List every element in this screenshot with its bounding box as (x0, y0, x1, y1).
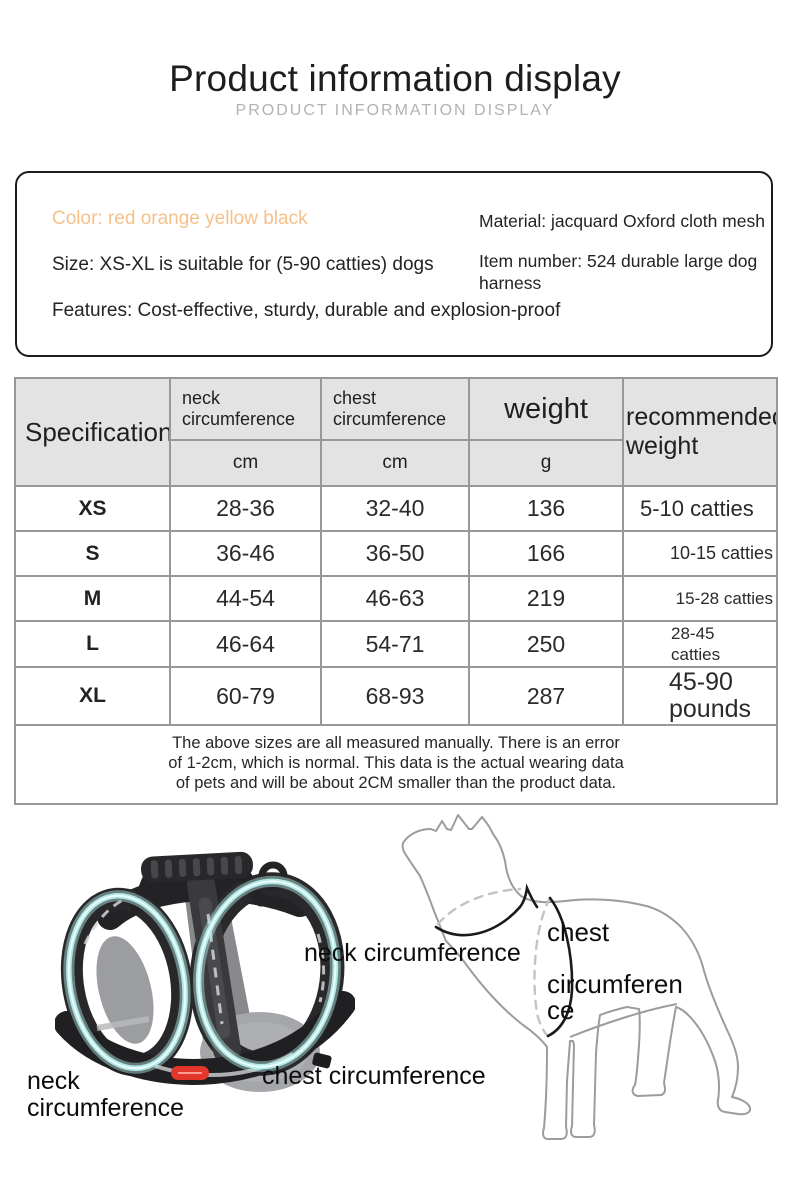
harness-product-image (55, 851, 355, 1092)
size-cell: S (14, 530, 171, 577)
col-header-recommended-weight: recommended weight (622, 377, 778, 487)
table-row-xs: XS 28-36 32-40 136 5-10 catties (14, 485, 778, 532)
weight-cell: 136 (468, 485, 624, 532)
dog-measurement-diagram (401, 814, 752, 1140)
recommended-cell: 15-28 catties (622, 575, 778, 622)
label-chest-circumference-dog-line3: ce (547, 995, 575, 1025)
recommended-cell: 10-15 catties (622, 530, 778, 577)
dog-outline (401, 814, 752, 1140)
recommended-cell: 5-10 catties (622, 485, 778, 532)
neck-cell: 36-46 (169, 530, 322, 577)
size-cell: M (14, 575, 171, 622)
page-title: Product information display (169, 57, 621, 99)
neck-opening-ring (63, 890, 191, 1074)
size-cell: XS (14, 485, 171, 532)
neck-cell: 46-64 (169, 620, 322, 668)
col-header-weight: weight (468, 377, 624, 441)
label-chest-circumference-dog-line1: chest (547, 917, 610, 947)
chest-cell: 32-40 (320, 485, 470, 532)
weight-cell: 219 (468, 575, 624, 622)
color-line: Color: red orange yellow black (52, 208, 308, 229)
chest-cell: 54-71 (320, 620, 470, 668)
chest-cell: 46-63 (320, 575, 470, 622)
label-neck-circumference-harness: neck circumference (304, 939, 521, 967)
size-line: Size: XS-XL is suitable for (5-90 cattie… (52, 254, 434, 275)
weight-cell: 166 (468, 530, 624, 577)
weight-cell: 250 (468, 620, 624, 668)
flank-line (569, 1003, 678, 1038)
weight-cell: 287 (468, 666, 624, 726)
table-row-l: L 46-64 54-71 250 28-45 catties (14, 620, 778, 668)
measurement-note: The above sizes are all measured manuall… (14, 724, 778, 805)
recommended-cell: 28-45 catties (622, 620, 778, 668)
label-chest-circumference-harness: chest circumference (262, 1062, 486, 1090)
col-header-specification: Specification (14, 377, 171, 487)
product-info-box: Color: red orange yellow black Material:… (15, 171, 773, 357)
item-number-line: Item number: 524 durable large dog harne… (479, 251, 758, 293)
unit-neck-cm: cm (169, 439, 322, 487)
leash-d-ring (258, 861, 288, 891)
chest-opening-ring (193, 875, 341, 1073)
label-neck-circumference-bottom-left: neck circumference (27, 1067, 184, 1122)
unit-weight-g: g (468, 439, 624, 487)
chest-measure-ring (533, 896, 574, 1038)
table-row-s: S 36-46 36-50 166 10-15 catties (14, 530, 778, 577)
unit-chest-cm: cm (320, 439, 470, 487)
harness-handle (141, 851, 253, 883)
neck-cell: 28-36 (169, 485, 322, 532)
logo-patch (171, 1066, 209, 1080)
table-row-xl: XL 60-79 68-93 287 45-90 pounds (14, 666, 778, 726)
table-row-m: M 44-54 46-63 219 15-28 catties (14, 575, 778, 622)
size-table: Specification neck circumference chest c… (14, 377, 778, 805)
neck-cell: 44-54 (169, 575, 322, 622)
page-subtitle: PRODUCT INFORMATION DISPLAY (235, 102, 555, 119)
size-cell: L (14, 620, 171, 668)
size-cell: XL (14, 666, 171, 726)
chest-cell: 68-93 (320, 666, 470, 726)
col-header-chest: chest circumference (320, 377, 470, 441)
features-line: Features: Cost-effective, sturdy, durabl… (52, 300, 561, 321)
neck-cell: 60-79 (169, 666, 322, 726)
col-header-neck: neck circumference (169, 377, 322, 441)
recommended-cell: 45-90 pounds (622, 666, 778, 726)
neck-measure-ring (434, 883, 539, 937)
material-line: Material: jacquard Oxford cloth mesh (479, 211, 765, 231)
chest-cell: 36-50 (320, 530, 470, 577)
label-chest-circumference-dog-line2: circumferen (547, 969, 683, 999)
